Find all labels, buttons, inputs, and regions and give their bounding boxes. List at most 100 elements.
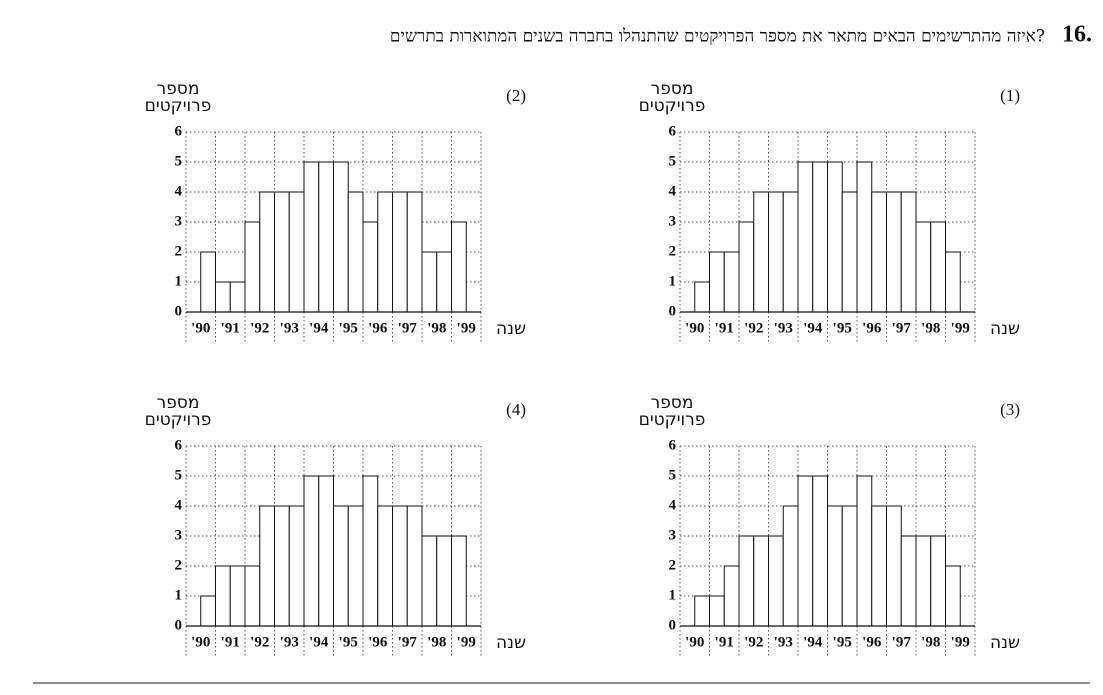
bar (915, 535, 932, 627)
x-tick-label: '93 (280, 320, 299, 336)
x-tick-label: '90 (685, 320, 704, 336)
x-tick-label: '98 (427, 634, 446, 650)
y-tick-label: 5 (669, 153, 677, 169)
y-axis-label: מספר (651, 79, 694, 99)
x-tick-label: '99 (951, 634, 970, 650)
question-text: איזה מהתרשימים הבאים מתאר את מספר הפרויק… (390, 27, 1045, 47)
bar (797, 161, 814, 313)
bar (362, 475, 379, 627)
y-tick-label: 6 (175, 437, 183, 453)
y-axis-label: מספר (157, 393, 200, 413)
x-tick-label: '92 (744, 320, 763, 336)
x-axis-label: שנה (990, 319, 1020, 339)
bar (244, 565, 261, 627)
y-tick-label: 5 (175, 153, 183, 169)
x-axis-label: שנה (990, 633, 1020, 653)
bar (694, 595, 710, 627)
y-tick-label: 6 (669, 437, 677, 453)
bar (259, 191, 275, 313)
y-axis-label: מספר (157, 79, 200, 99)
y-axis-label: פרויקטים (639, 96, 706, 116)
y-tick-label: 6 (669, 123, 677, 139)
x-tick-label: '98 (921, 320, 940, 336)
bar (229, 565, 246, 627)
bar (406, 505, 423, 627)
bar (945, 565, 961, 627)
y-tick-label: 4 (669, 183, 677, 199)
bar (215, 281, 231, 313)
bar (318, 161, 334, 313)
y-tick-label: 0 (669, 303, 677, 319)
bar (347, 191, 364, 313)
y-tick-label: 0 (175, 617, 183, 633)
x-tick-label: '96 (862, 634, 882, 650)
bar (723, 251, 740, 313)
x-tick-label: '94 (803, 320, 823, 336)
bar (377, 505, 393, 627)
x-tick-label: '97 (892, 634, 912, 650)
bar (753, 535, 769, 627)
bar (347, 505, 364, 627)
bar (303, 475, 320, 627)
x-tick-label: '94 (309, 320, 329, 336)
bar (229, 281, 246, 313)
bar (768, 191, 784, 313)
x-tick-label: '97 (892, 320, 912, 336)
bar (753, 191, 769, 313)
x-tick-label: '96 (862, 320, 882, 336)
y-tick-label: 5 (175, 467, 183, 483)
y-tick-label: 5 (669, 467, 677, 483)
y-tick-label: 1 (175, 273, 183, 289)
bar (451, 535, 467, 627)
y-tick-label: 3 (175, 213, 183, 229)
bar (886, 191, 902, 313)
bar (421, 535, 438, 627)
bar (288, 505, 305, 627)
bar (945, 251, 961, 313)
bar (333, 505, 349, 627)
bar (318, 475, 334, 627)
chart-label: (2) (506, 86, 526, 105)
bar (421, 251, 438, 313)
bar (274, 191, 290, 313)
x-tick-label: '95 (833, 320, 852, 336)
bar (900, 191, 917, 313)
bar (812, 475, 828, 627)
x-tick-label: '93 (774, 320, 793, 336)
x-tick-label: '99 (951, 320, 970, 336)
bar (856, 161, 873, 313)
y-tick-label: 1 (175, 587, 183, 603)
y-tick-label: 0 (175, 303, 183, 319)
bar (362, 221, 379, 313)
x-tick-label: '90 (191, 634, 210, 650)
x-tick-label: '92 (250, 634, 269, 650)
bar (827, 161, 843, 313)
bar (723, 565, 740, 627)
bar (200, 595, 216, 627)
y-tick-label: 4 (175, 497, 183, 513)
bar (782, 505, 799, 627)
bar (812, 161, 828, 313)
y-axis-label: פרויקטים (145, 96, 212, 116)
x-axis-label: שנה (496, 633, 526, 653)
bar (930, 535, 946, 627)
x-tick-label: '96 (368, 320, 388, 336)
x-tick-label: '91 (715, 320, 734, 336)
bar (856, 475, 873, 627)
x-tick-label: '95 (339, 320, 358, 336)
y-tick-label: 1 (669, 273, 677, 289)
y-tick-label: 6 (175, 123, 183, 139)
x-tick-label: '90 (191, 320, 210, 336)
bar (274, 505, 290, 627)
bar (451, 221, 467, 313)
x-tick-label: '96 (368, 634, 388, 650)
bar (930, 221, 946, 313)
x-tick-label: '99 (457, 634, 476, 650)
x-tick-label: '93 (774, 634, 793, 650)
bar (392, 505, 408, 627)
x-tick-label: '98 (427, 320, 446, 336)
bar (841, 505, 858, 627)
bar (333, 161, 349, 313)
x-tick-label: '95 (833, 634, 852, 650)
